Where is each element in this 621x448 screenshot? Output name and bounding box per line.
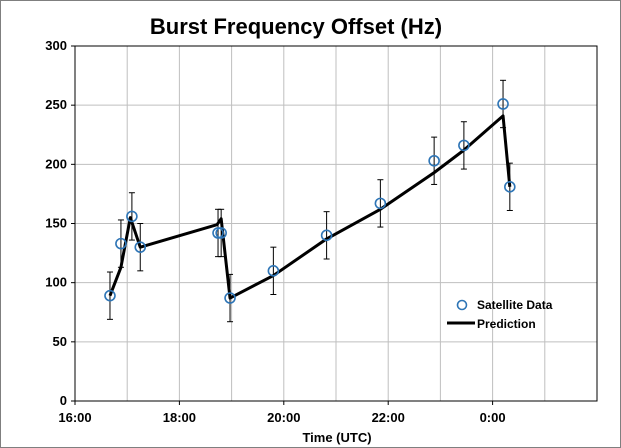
x-axis-label: Time (UTC) <box>302 430 371 445</box>
satellite-data-point <box>497 98 509 110</box>
satellite-data-point <box>458 139 470 152</box>
legend-label-satellite-data: Satellite Data <box>477 298 553 312</box>
satellite-data-point <box>267 265 280 277</box>
prediction-line <box>108 114 512 300</box>
legend-marker-satellite-data <box>456 299 468 311</box>
x-tick-label: 0:00 <box>480 410 506 425</box>
x-tick-label: 20:00 <box>267 410 300 425</box>
x-tick-label: 22:00 <box>372 410 405 425</box>
prediction-series <box>108 114 512 300</box>
error-bars <box>106 79 513 323</box>
y-tick-label: 0 <box>60 393 67 408</box>
legend-label-prediction: Prediction <box>477 317 536 331</box>
axes <box>71 45 598 405</box>
y-tick-label: 300 <box>45 38 67 53</box>
satellite-data-point <box>115 237 127 250</box>
satellite-data-point <box>212 227 224 239</box>
x-tick-label: 18:00 <box>163 410 196 425</box>
satellite-data-point <box>504 181 516 193</box>
grid <box>75 46 597 401</box>
satellite-data-point <box>374 197 387 210</box>
satellite-data-series <box>104 98 516 304</box>
legend: Satellite Data Prediction <box>447 298 553 331</box>
satellite-data-point <box>320 229 333 242</box>
y-tick-label: 50 <box>53 334 67 349</box>
x-tick-label: 16:00 <box>58 410 91 425</box>
y-tick-label: 150 <box>45 216 67 231</box>
satellite-data-point <box>428 154 440 167</box>
chart-title: Burst Frequency Offset (Hz) <box>150 14 442 39</box>
x-tick-labels: 16:00 18:00 20:00 22:00 0:00 <box>58 410 505 425</box>
satellite-data-point <box>134 241 147 253</box>
satellite-data-point <box>224 292 236 304</box>
satellite-data-point <box>104 289 116 302</box>
y-tick-label: 100 <box>45 275 67 290</box>
y-tick-label: 250 <box>45 97 67 112</box>
satellite-data-point <box>215 227 227 239</box>
satellite-data-point <box>126 210 138 223</box>
y-tick-labels: 0 50 100 150 200 250 300 <box>45 38 67 408</box>
y-tick-label: 200 <box>45 156 67 171</box>
